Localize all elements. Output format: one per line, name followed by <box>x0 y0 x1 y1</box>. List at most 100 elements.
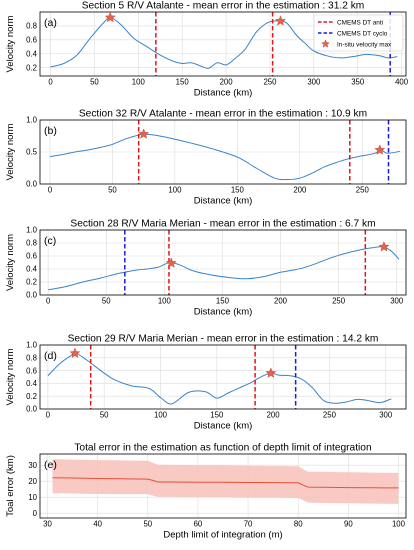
y-tick-label: 20 <box>28 477 37 486</box>
y-axis-label: Velocity norm <box>5 348 16 405</box>
y-tick-label: 0.5 <box>26 148 38 157</box>
x-tick-label: 400 <box>395 78 409 87</box>
panel-title: Section 29 R/V Maria Merian - mean error… <box>68 334 379 345</box>
panel-title: Total error in the estimation as functio… <box>74 443 371 454</box>
y-tick-label: 0.6 <box>26 366 37 375</box>
x-tick-label: 50 <box>100 411 109 420</box>
x-tick-label: 350 <box>351 78 365 87</box>
legend-anti-label: CMEMS DT anti <box>337 19 383 26</box>
panel-b: Section 32 R/V Atalante - mean error in … <box>5 109 407 207</box>
y-axis-label: Velocity norm <box>5 123 16 180</box>
legend-cyclo-label: CMEMS DT cyclo <box>337 30 388 37</box>
panel-letter: (a) <box>44 17 57 29</box>
y-tick-label: 0.8 <box>26 354 37 363</box>
y-tick-label: 0.0 <box>26 405 38 414</box>
x-tick-label: 0 <box>46 297 51 306</box>
velocity-profile-line <box>48 246 400 291</box>
panel-e: Total error in the estimation as functio… <box>5 443 407 541</box>
x-tick-label: 150 <box>210 411 224 420</box>
x-tick-label: 90 <box>344 520 353 529</box>
y-tick-label: 10 <box>28 493 37 502</box>
panel-title: Section 5 R/V Atalante - mean error in t… <box>82 1 365 12</box>
y-axis-label: Velocity norm <box>5 234 16 291</box>
y-tick-label: 30 <box>28 461 37 470</box>
y-tick-label: 0.2 <box>26 63 37 72</box>
insitu-max-star <box>374 144 386 155</box>
x-axis-label: Distance (km) <box>194 196 253 207</box>
x-tick-label: 30 <box>43 520 52 529</box>
x-axis-label: Depth limit of integration (m) <box>163 530 282 541</box>
legend-star-icon <box>321 39 330 48</box>
panel-letter: (e) <box>44 459 57 471</box>
y-tick-label: 0.6 <box>26 252 37 261</box>
panel-title: Section 32 R/V Atalante - mean error in … <box>79 109 367 120</box>
y-axis-label: Toal error (km) <box>5 455 16 517</box>
x-tick-label: 50 <box>102 297 111 306</box>
y-tick-label: 0.4 <box>26 49 38 58</box>
axes-frame <box>39 11 407 77</box>
insitu-max-star <box>265 367 277 378</box>
x-tick-label: 200 <box>220 78 234 87</box>
y-tick-label: 0.0 <box>26 291 38 300</box>
x-axis-label: Distance (km) <box>194 421 253 432</box>
insitu-max-star <box>165 257 177 268</box>
error-band <box>52 459 399 504</box>
insitu-max-star <box>104 11 116 23</box>
panel-letter: (d) <box>44 350 57 362</box>
y-tick-label: 0 <box>33 509 38 518</box>
panel-c: Section 28 R/V Maria Merian - mean error… <box>5 219 407 318</box>
axes-frame <box>39 453 407 519</box>
x-tick-label: 60 <box>194 520 203 529</box>
x-tick-label: 100 <box>158 297 172 306</box>
x-tick-label: 0 <box>48 186 53 195</box>
x-tick-label: 150 <box>231 186 245 195</box>
x-tick-label: 100 <box>168 186 182 195</box>
x-axis-label: Distance (km) <box>194 307 253 318</box>
x-tick-label: 250 <box>332 297 346 306</box>
velocity-profile-line <box>49 133 400 181</box>
velocity-profile-line <box>47 352 392 405</box>
legend-box <box>313 14 404 52</box>
insitu-max-star <box>138 128 150 139</box>
legend: CMEMS DT anti CMEMS DT cyclo In-situ veloc… <box>313 14 404 52</box>
y-tick-label: 0.8 <box>26 239 37 248</box>
panel-title: Section 28 R/V Maria Merian - mean error… <box>70 219 375 230</box>
y-tick-label: 1.0 <box>26 226 38 235</box>
axes-frame <box>39 229 407 296</box>
y-tick-label: 0.6 <box>26 36 37 45</box>
y-tick-label: 1.0 <box>26 116 38 125</box>
x-tick-label: 100 <box>392 520 406 529</box>
x-tick-label: 150 <box>216 297 230 306</box>
y-axis-label: Velocity norm <box>5 15 16 72</box>
panel-letter: (c) <box>44 235 56 247</box>
insitu-max-star <box>69 347 81 358</box>
insitu-max-star <box>274 15 286 26</box>
x-tick-label: 250 <box>263 78 277 87</box>
x-tick-label: 80 <box>294 520 303 529</box>
x-tick-label: 70 <box>244 520 253 529</box>
x-axis-label: Distance (km) <box>194 88 253 99</box>
x-tick-label: 150 <box>176 78 190 87</box>
y-tick-label: 0.8 <box>26 22 37 31</box>
y-tick-label: 0.0 <box>26 180 38 189</box>
x-tick-label: 50 <box>90 78 99 87</box>
x-tick-label: 100 <box>132 78 146 87</box>
y-tick-label: 0.4 <box>26 265 38 274</box>
x-tick-label: 200 <box>293 186 307 195</box>
x-tick-label: 40 <box>93 520 102 529</box>
axes-frame <box>39 344 407 410</box>
x-tick-label: 200 <box>267 411 281 420</box>
x-tick-label: 300 <box>307 78 321 87</box>
y-tick-label: 0.4 <box>26 379 38 388</box>
insitu-max-star <box>378 241 390 252</box>
panel-a: Section 5 R/V Atalante - mean error in t… <box>5 1 409 99</box>
x-tick-label: 50 <box>143 520 152 529</box>
velocity-profile-line <box>50 17 398 69</box>
x-tick-label: 50 <box>108 186 117 195</box>
axes-frame <box>39 119 407 185</box>
panel-d: Section 29 R/V Maria Merian - mean error… <box>5 334 407 432</box>
panel-letter: (b) <box>44 125 57 137</box>
x-tick-label: 200 <box>274 297 288 306</box>
x-tick-label: 250 <box>323 411 337 420</box>
